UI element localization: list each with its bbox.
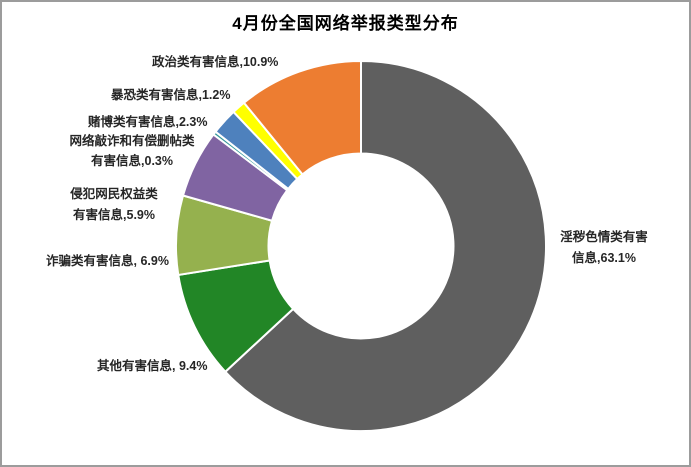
donut-slices xyxy=(175,59,547,432)
slice-label-line: 有害信息,0.3% xyxy=(91,154,173,168)
donut-slice-7 xyxy=(242,59,362,176)
chart-title: 4月份全国网络举报类型分布 xyxy=(232,14,459,33)
slice-label-line: 淫秽色情类有害 xyxy=(560,230,648,244)
slice-label-terror: 暴恐类有害信息,1.2% xyxy=(111,85,230,105)
slice-label-porn: 淫秽色情类有害 信息,63.1% xyxy=(529,227,679,269)
donut-slice-0 xyxy=(223,59,547,432)
slice-label-rights: 侵犯网民权益类 有害信息,5.9% xyxy=(39,184,189,226)
slice-label-line: 政治类有害信息,10.9% xyxy=(152,55,279,69)
slice-label-line: 网络敲诈和有偿删帖类 xyxy=(69,134,195,148)
slice-label-other: 其他有害信息, 9.4% xyxy=(97,356,207,376)
slice-label-line: 有害信息,5.9% xyxy=(73,208,155,222)
slice-label-line: 诈骗类有害信息, 6.9% xyxy=(46,254,169,268)
slice-label-line: 侵犯网民权益类 xyxy=(70,187,158,201)
slice-label-fraud: 诈骗类有害信息, 6.9% xyxy=(46,251,169,271)
slice-label-line: 暴恐类有害信息,1.2% xyxy=(111,88,231,102)
slice-label-political: 政治类有害信息,10.9% xyxy=(152,52,278,72)
slice-label-line: 其他有害信息, 9.4% xyxy=(97,359,208,373)
slice-label-extortion: 网络敲诈和有偿删帖类 有害信息,0.3% xyxy=(57,131,207,171)
slice-label-gambling: 赌博类有害信息,2.3% xyxy=(88,112,207,132)
slice-label-line: 赌博类有害信息,2.3% xyxy=(88,115,208,129)
slice-label-line: 信息,63.1% xyxy=(572,251,636,265)
